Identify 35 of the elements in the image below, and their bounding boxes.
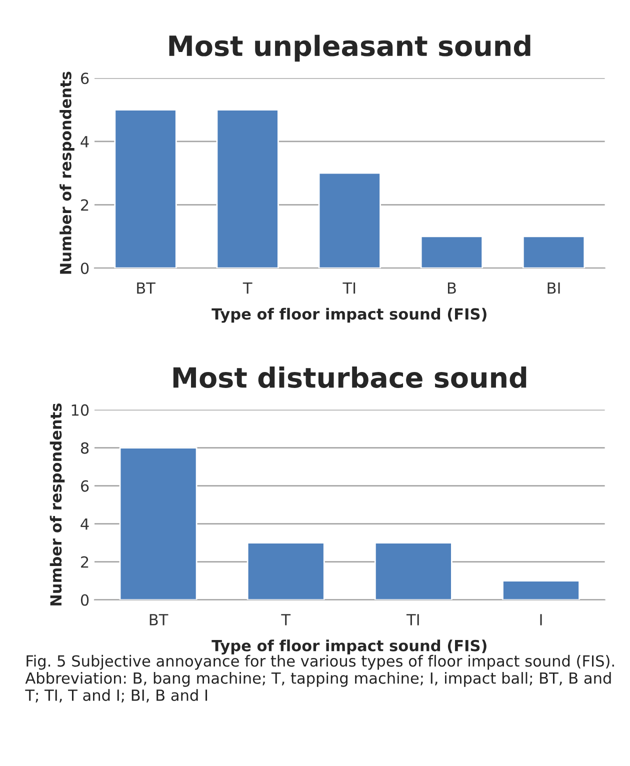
- chart-title: Most unpleasant sound: [169, 34, 530, 62]
- y-tick-label: 0: [80, 262, 89, 274]
- x-tick-label: BT: [150, 614, 168, 626]
- bar: [216, 109, 279, 268]
- y-tick-label: 2: [81, 556, 88, 568]
- caption: Fig. 5 Subjective annoyance for the various types of floor impact sound (FIS). Abbreviation: B, bang machine; T, tapping machine; I, impact ball; BT, B and T; TI, T and I; BI, B and I: [25, 654, 614, 703]
- x-axis-title: Type of floor impact sound (FIS): [212, 640, 486, 654]
- y-tick-label: 0: [80, 594, 89, 606]
- y-axis-title: Number of respondents: [60, 72, 74, 274]
- x-tick-label: TI: [406, 614, 419, 626]
- y-tick-label: 6: [80, 480, 89, 492]
- y-tick-label: 4: [80, 518, 89, 530]
- x-axis-title: Type of floor impact sound (FIS): [212, 308, 486, 323]
- bar: [374, 542, 452, 600]
- bar: [502, 580, 580, 600]
- x-tick-label: BI: [548, 282, 560, 294]
- x-tick-label: T: [242, 282, 252, 294]
- bar: [114, 109, 177, 268]
- x-tick-label: I: [540, 614, 542, 626]
- x-tick-label: TI: [342, 282, 356, 294]
- y-tick-label: 8: [80, 442, 89, 454]
- bar: [119, 447, 198, 600]
- x-tick-label: T: [281, 614, 291, 626]
- bar: [522, 236, 586, 268]
- chart-title: Most disturbace sound: [173, 366, 526, 388]
- x-tick-label: BT: [137, 282, 156, 294]
- y-axis-title: Number of respondents: [50, 403, 65, 606]
- bar: [318, 172, 381, 268]
- bar: [246, 542, 325, 600]
- y-tick-label: 6: [80, 72, 89, 84]
- y-tick-label: 2: [81, 199, 88, 211]
- bar: [420, 236, 484, 268]
- y-tick-label: 4: [80, 136, 89, 148]
- y-tick-label: 10: [72, 404, 89, 416]
- x-tick-label: B: [448, 282, 456, 294]
